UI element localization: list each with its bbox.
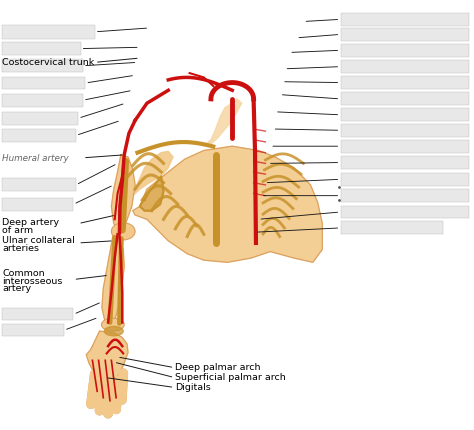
Bar [2, 324, 64, 336]
Text: Common: Common [2, 270, 45, 278]
Text: interosseous: interosseous [2, 277, 63, 286]
Text: Deep palmar arch: Deep palmar arch [175, 363, 261, 372]
Bar [2, 42, 81, 55]
Bar [341, 173, 469, 186]
Bar [2, 308, 73, 320]
Polygon shape [111, 155, 135, 230]
Polygon shape [128, 151, 173, 200]
Bar [2, 198, 73, 211]
Bar [341, 140, 469, 153]
Bar [341, 221, 443, 234]
Text: Humeral artery: Humeral artery [2, 154, 69, 163]
Ellipse shape [104, 326, 123, 336]
Text: artery: artery [2, 284, 31, 293]
Polygon shape [86, 331, 128, 383]
Bar [2, 178, 76, 191]
Bar [2, 59, 83, 72]
Text: Superficial palmar arch: Superficial palmar arch [175, 373, 286, 382]
Bar [341, 189, 469, 202]
Text: Digitals: Digitals [175, 383, 211, 392]
Ellipse shape [101, 318, 124, 331]
Bar [2, 25, 95, 39]
Bar [341, 44, 469, 57]
Text: Ulnar collateral: Ulnar collateral [2, 237, 75, 245]
Ellipse shape [111, 223, 135, 240]
Polygon shape [133, 146, 322, 262]
Bar [2, 129, 76, 142]
Bar [341, 108, 469, 121]
Bar [2, 94, 83, 107]
Bar [341, 156, 469, 169]
Bar [341, 206, 469, 218]
Text: Deep artery: Deep artery [2, 218, 60, 227]
Bar [2, 112, 78, 125]
Bar [2, 77, 85, 89]
Text: Costocervical trunk: Costocervical trunk [2, 58, 95, 67]
Bar [341, 13, 469, 26]
Bar [341, 76, 469, 89]
Bar [341, 124, 469, 137]
Text: arteries: arteries [2, 244, 39, 252]
Bar [341, 92, 469, 105]
Polygon shape [102, 237, 124, 328]
Bar [341, 28, 469, 41]
Bar [341, 60, 469, 73]
Polygon shape [204, 99, 242, 146]
Text: of arm: of arm [2, 226, 34, 234]
Polygon shape [140, 176, 164, 211]
